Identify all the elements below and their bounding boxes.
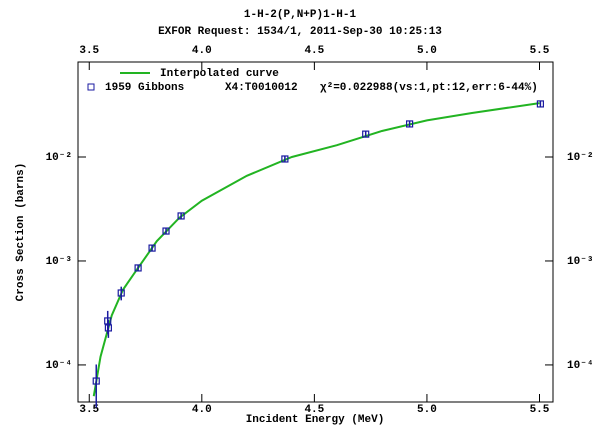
x-tick-label: 4.5 <box>304 404 324 416</box>
x-axis-label: Incident Energy (MeV) <box>246 414 385 426</box>
legend-label: 1959 Gibbons <box>105 82 184 94</box>
data-point <box>117 289 125 297</box>
legend-marker <box>87 83 95 91</box>
data-point <box>148 244 156 252</box>
x-tick-label: 3.5 <box>79 404 99 416</box>
y-tick-label-right: 10⁻⁴ <box>567 360 593 372</box>
y-axis-label: Cross Section (barns) <box>15 163 27 302</box>
curve <box>92 102 540 397</box>
y-tick-label: 10⁻³ <box>46 256 72 268</box>
x-tick-label: 5.5 <box>530 404 550 416</box>
x-tick-label-top: 3.5 <box>79 45 99 57</box>
data-point <box>104 324 112 332</box>
x-tick-label-top: 4.5 <box>304 45 324 57</box>
y-tick-label-right: 10⁻³ <box>567 256 593 268</box>
plot-frame <box>77 61 554 403</box>
data-point <box>92 377 100 385</box>
y-tick-label-right: 10⁻² <box>567 152 593 164</box>
legend-dataset: X4:T0010012 <box>225 82 298 94</box>
data-point <box>162 227 170 235</box>
data-point <box>134 264 142 272</box>
data-point <box>177 212 185 220</box>
chart-title: 1-H-2(P,N+P)1-H-1 <box>244 9 357 21</box>
x-tick-label-top: 4.0 <box>192 45 212 57</box>
x-tick-label-top: 5.0 <box>417 45 437 57</box>
x-tick-label-top: 5.5 <box>530 45 550 57</box>
legend-label: Interpolated curve <box>160 68 279 80</box>
y-tick-label: 10⁻⁴ <box>46 360 72 372</box>
data-point <box>281 155 289 163</box>
y-tick-label: 10⁻² <box>46 152 72 164</box>
data-point <box>362 130 370 138</box>
data-point <box>536 100 544 108</box>
x-tick-label: 4.0 <box>192 404 212 416</box>
chart-subtitle: EXFOR Request: 1534/1, 2011-Sep-30 10:25… <box>158 26 442 38</box>
legend-fit: χ²=0.022988(vs:1,pt:12,err:6-44%) <box>320 82 538 94</box>
x-tick-label: 5.0 <box>417 404 437 416</box>
data-point <box>405 120 414 128</box>
